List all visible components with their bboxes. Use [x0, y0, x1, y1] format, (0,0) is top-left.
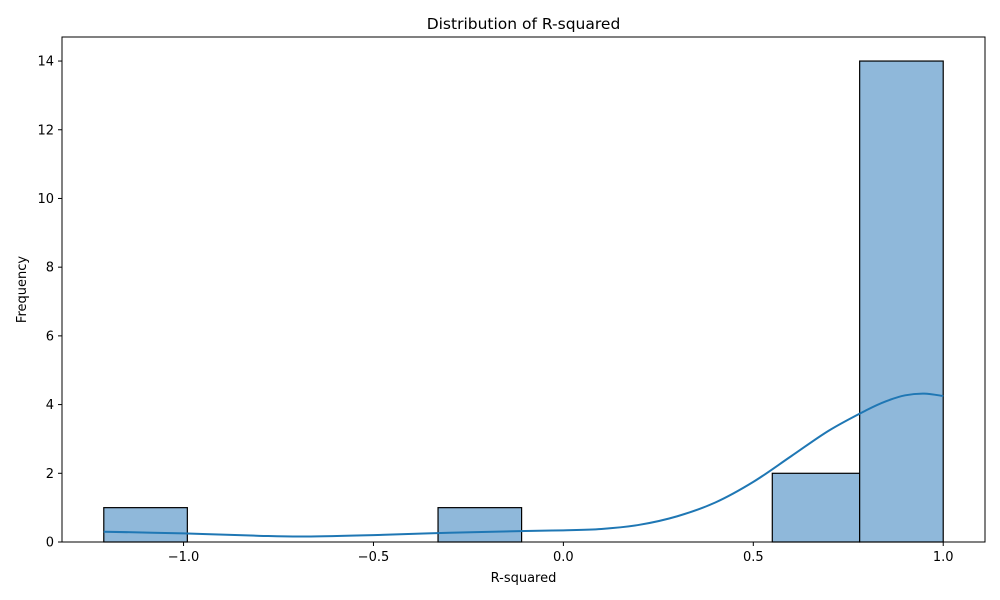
- x-axis-label: R-squared: [491, 571, 557, 586]
- chart-title: Distribution of R-squared: [427, 15, 621, 33]
- x-tick-label: 0.0: [553, 550, 574, 565]
- x-axis-ticks: −1.0 −0.5 0.0 0.5 1.0: [168, 542, 954, 565]
- x-tick-label: −0.5: [358, 550, 390, 565]
- x-tick-label: 0.5: [743, 550, 764, 565]
- y-axis-ticks: 0 2 4 6 8 10 12 14: [37, 55, 62, 551]
- y-axis-label: Frequency: [15, 256, 30, 323]
- histogram-bar: [771, 472, 861, 543]
- y-tick-label: 12: [37, 123, 54, 138]
- histogram-bar: [103, 507, 188, 543]
- x-tick-label: −1.0: [168, 550, 200, 565]
- x-tick-label: 1.0: [933, 550, 954, 565]
- y-tick-label: 4: [46, 398, 54, 413]
- kde-curve: [103, 392, 944, 538]
- plot-frame: [61, 36, 986, 543]
- y-tick-label: 0: [46, 536, 54, 551]
- histogram-bar: [859, 60, 944, 543]
- histogram-bar: [437, 507, 523, 543]
- histogram-bars: [103, 60, 944, 543]
- y-tick-label: 6: [46, 329, 54, 344]
- y-tick-label: 14: [37, 55, 54, 70]
- y-tick-label: 2: [46, 467, 54, 482]
- y-tick-label: 10: [37, 192, 54, 207]
- y-tick-label: 8: [46, 261, 54, 276]
